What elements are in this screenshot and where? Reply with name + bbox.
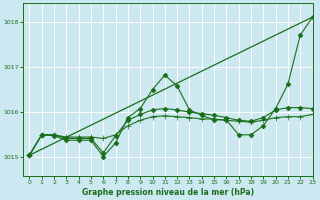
X-axis label: Graphe pression niveau de la mer (hPa): Graphe pression niveau de la mer (hPa)	[82, 188, 254, 197]
